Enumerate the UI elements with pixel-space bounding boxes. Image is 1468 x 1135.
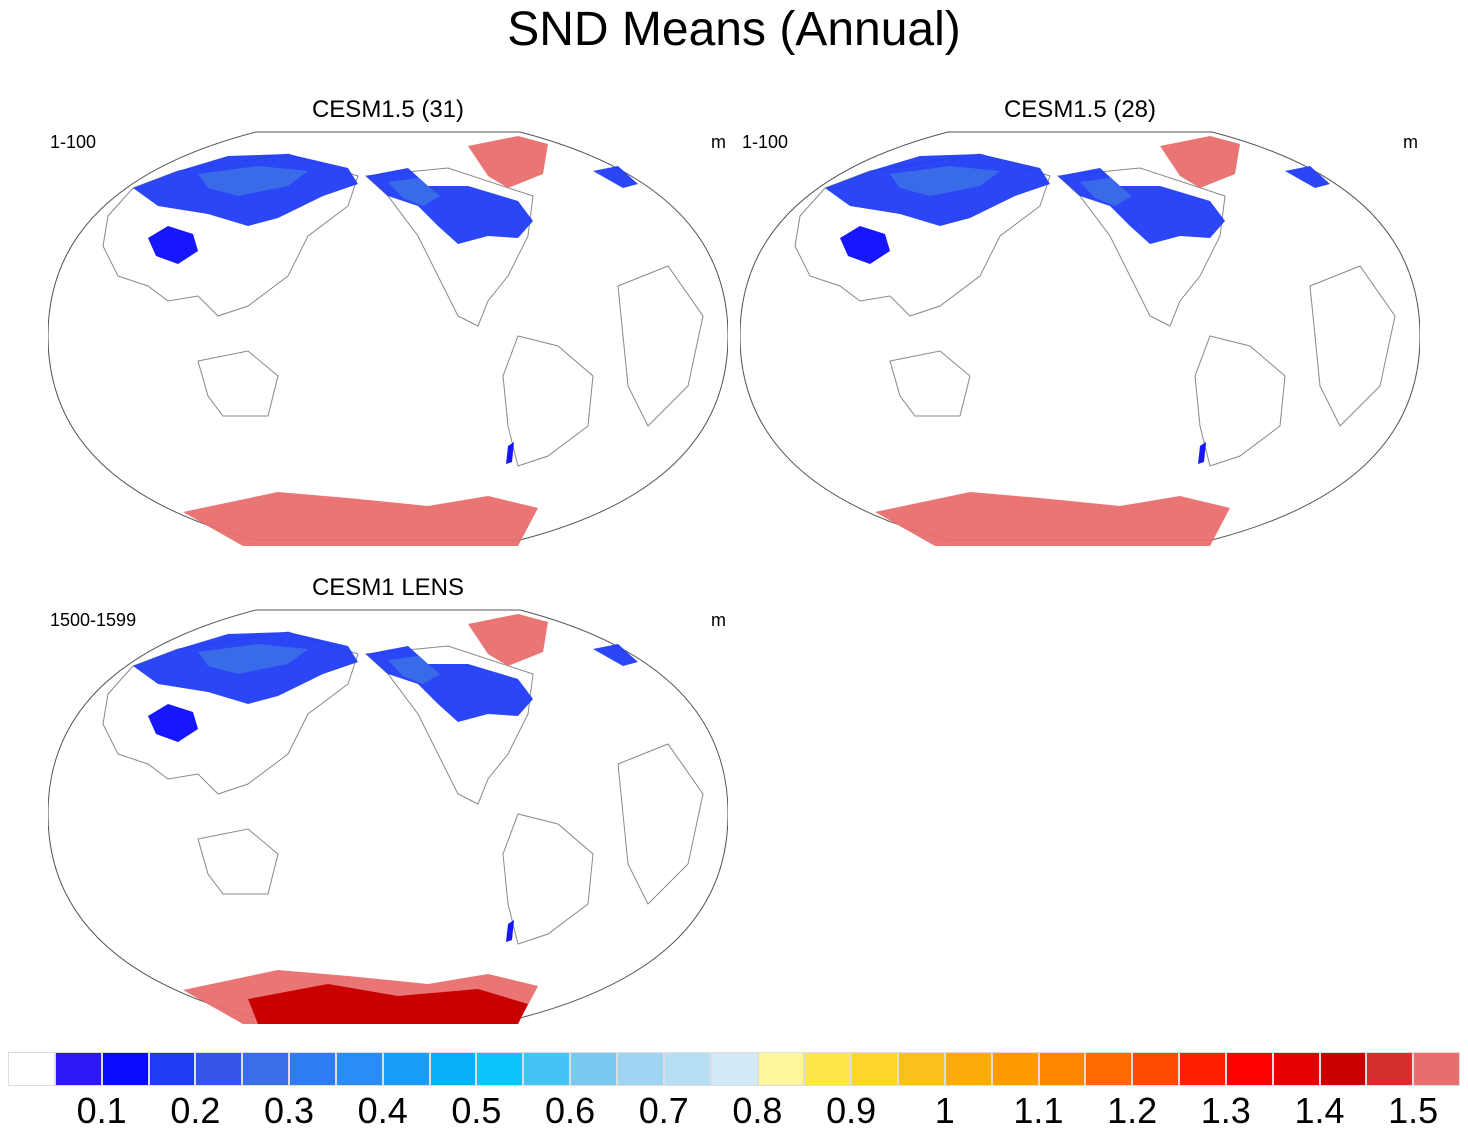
colorbar-tick-label: 1.1	[1013, 1090, 1064, 1131]
alaska-snow-deep	[1080, 178, 1132, 206]
colorbar-tick-label: 0.4	[357, 1090, 408, 1131]
andes-snow	[1198, 442, 1206, 464]
panel-period-label: 1-100	[742, 132, 789, 152]
greenland-ice	[468, 614, 548, 666]
world-map	[48, 131, 728, 546]
colorbar-labels: 0.1 0.2 0.3 0.4 0.5 0.6 0.7 0.8 0.9 1 1.1 1.2 1.3 1.4…	[8, 1090, 1460, 1131]
colorbar-tick-label: 1	[934, 1090, 955, 1131]
colorbar-box	[523, 1052, 571, 1086]
colorbar-box	[335, 1052, 383, 1086]
antarctica-deep-ice	[248, 984, 528, 1024]
colorbar-box	[429, 1052, 477, 1086]
colorbar-tick-label: 0.5	[451, 1090, 502, 1131]
colorbar-box	[382, 1052, 430, 1086]
colorbar-tick-label: 0.2	[170, 1090, 221, 1131]
colorbar-tick-label: 1.3	[1200, 1090, 1251, 1131]
panel-title: CESM1 LENS	[311, 574, 465, 601]
colorbar-box	[757, 1052, 805, 1086]
tibet-snow	[148, 704, 198, 742]
map-panel-cesm1-lens: CESM1 LENS 1500-1599 m	[48, 574, 728, 1044]
colorbar-box	[663, 1052, 711, 1086]
colorbar-box	[1038, 1052, 1086, 1086]
figure-title: SND Means (Annual)	[507, 3, 961, 56]
coastline	[502, 335, 594, 467]
map-panel-cesm15-28: CESM1.5 (28) 1-100 m	[740, 96, 1420, 566]
alaska-snow-deep	[388, 178, 440, 206]
eurasia-snow-deep	[890, 166, 1000, 196]
coastline	[364, 645, 534, 805]
coastline	[502, 813, 594, 945]
panel-title: CESM1.5 (28)	[1003, 96, 1157, 123]
tibet-snow	[148, 226, 198, 264]
coastline	[889, 350, 971, 417]
tibet-snow	[840, 226, 890, 264]
andes-snow	[506, 920, 514, 942]
coastline	[197, 828, 279, 895]
coastline	[1309, 265, 1396, 427]
colorbar-box	[195, 1052, 243, 1086]
greenland-ice	[1160, 136, 1240, 188]
colorbar-box	[1225, 1052, 1273, 1086]
colorbar-tick-label: 0.1	[76, 1090, 127, 1131]
colorbar-tick-label: 1.4	[1294, 1090, 1345, 1131]
colorbar-box	[1319, 1052, 1367, 1086]
colorbar-tick-label: 0.3	[264, 1090, 315, 1131]
eurasia-snow-deep	[198, 166, 308, 196]
colorbar-box	[1085, 1052, 1133, 1086]
coastline	[617, 743, 704, 905]
colorbar-box	[289, 1052, 336, 1086]
antarctica-ice	[875, 492, 1230, 546]
panel-units-label: m	[1403, 132, 1418, 152]
panel-period-label: 1-100	[50, 132, 97, 152]
colorbar-box	[8, 1052, 55, 1086]
panel-units-label: m	[711, 132, 726, 152]
colorbar-box	[101, 1052, 149, 1086]
colorbar-tick-label: 0.9	[826, 1090, 877, 1131]
colorbar-box	[710, 1052, 758, 1086]
colorbar-box	[1272, 1052, 1320, 1086]
coastline	[1056, 167, 1226, 327]
alaska-snow-deep	[388, 656, 440, 684]
colorbar-box	[570, 1052, 617, 1086]
scandinavia-snow	[1285, 166, 1330, 188]
colorbar-box	[242, 1052, 290, 1086]
colorbar-tick-label: 0.6	[545, 1090, 596, 1131]
panel-units-label: m	[711, 610, 726, 630]
colorbar-box	[944, 1052, 992, 1086]
colorbar-tick-label: 0.8	[732, 1090, 783, 1131]
coastline	[197, 350, 279, 417]
world-map	[740, 131, 1420, 546]
colorbar-box	[804, 1052, 852, 1086]
coastline	[617, 265, 704, 427]
colorbar-box	[851, 1052, 899, 1086]
scandinavia-snow	[593, 166, 638, 188]
coastline	[364, 167, 534, 327]
colorbar-tick-label: 1.5	[1388, 1090, 1439, 1131]
colorbar-box	[148, 1052, 196, 1086]
coastline	[1194, 335, 1286, 467]
colorbar-box	[991, 1052, 1039, 1086]
world-map	[48, 609, 728, 1024]
colorbar-tick-label: 1.2	[1107, 1090, 1158, 1131]
panel-title: CESM1.5 (31)	[311, 96, 465, 123]
colorbar-box	[1132, 1052, 1180, 1086]
antarctica-ice	[183, 492, 538, 546]
colorbar-box	[54, 1052, 102, 1086]
greenland-ice	[468, 136, 548, 188]
map-panel-cesm15-31: CESM1.5 (31) 1-100 m	[48, 96, 728, 566]
colorbar-box	[1413, 1052, 1461, 1086]
colorbar-box	[616, 1052, 664, 1086]
colorbar-box	[898, 1052, 945, 1086]
colorbar-box	[1366, 1052, 1414, 1086]
andes-snow	[506, 442, 514, 464]
colorbar	[8, 1052, 1461, 1086]
panel-period-label: 1500-1599	[50, 610, 137, 630]
colorbar-tick-label: 0.7	[638, 1090, 689, 1131]
eurasia-snow-deep	[198, 644, 308, 674]
colorbar-box	[1179, 1052, 1226, 1086]
scandinavia-snow	[593, 644, 638, 666]
colorbar-box	[476, 1052, 524, 1086]
